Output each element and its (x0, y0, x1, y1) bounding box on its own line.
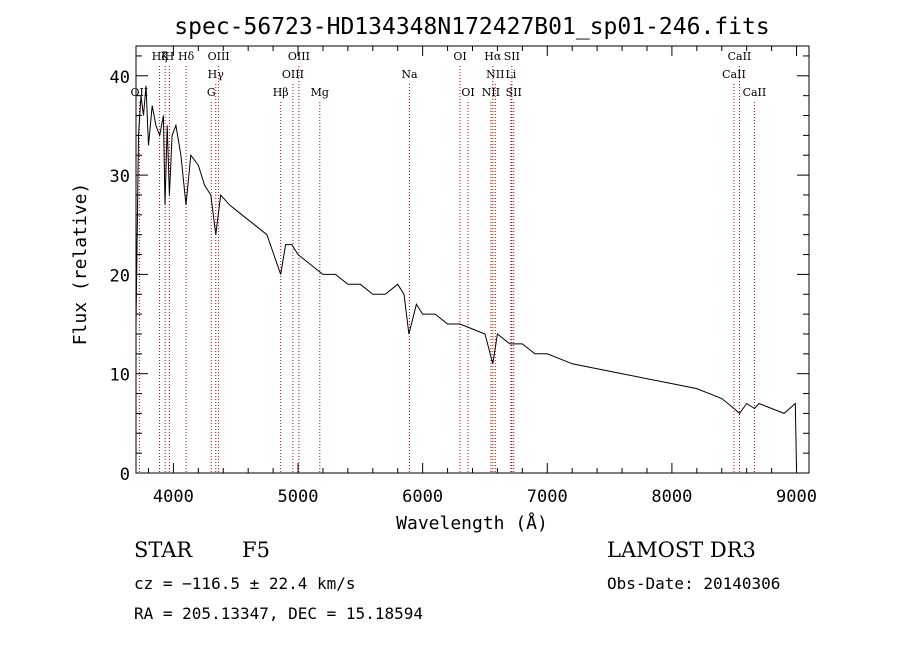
line-marker-label: Hζ (152, 50, 168, 63)
line-marker-label: OIII (288, 50, 310, 63)
line-marker-label: G (207, 86, 216, 99)
x-axis-label: Wavelength (Å) (396, 512, 548, 534)
line-marker-label: Hβ (273, 86, 289, 99)
line-marker-label: Li (505, 68, 516, 81)
line-marker-label: CaII (728, 50, 752, 63)
y-tick-label: 30 (110, 167, 130, 187)
y-tick-label: 10 (110, 366, 130, 386)
line-marker-label: K (161, 50, 170, 63)
line-marker-label: Mg (311, 86, 329, 99)
line-marker-label: SII (506, 86, 522, 99)
line-marker-label: OIII (282, 68, 304, 81)
line-marker-label: Hγ (208, 68, 225, 81)
x-tick-label: 7000 (527, 487, 568, 507)
line-marker-label: CaII (722, 68, 746, 81)
coordinates: RA = 205.13347, DEC = 15.18594 (134, 604, 423, 623)
line-marker-label: OI (461, 86, 474, 99)
chart-title: spec-56723-HD134348N172427B01_sp01-246.f… (174, 14, 769, 40)
observation-date: Obs-Date: 20140306 (607, 574, 781, 593)
line-marker-label: OI (453, 50, 466, 63)
x-tick-label: 9000 (776, 487, 817, 507)
line-marker-label: NII (486, 68, 504, 81)
line-marker-label: Hα (484, 50, 502, 63)
y-tick-label: 0 (120, 465, 130, 485)
y-tick-label: 40 (110, 68, 130, 88)
object-class: STAR (134, 538, 193, 562)
line-marker-label: H (165, 50, 175, 63)
y-tick-label: 20 (110, 266, 130, 286)
survey-name: LAMOST DR3 (607, 538, 756, 562)
y-axis-label: Flux (relative) (70, 183, 91, 346)
redshift-velocity: cz = −116.5 ± 22.4 km/s (134, 574, 356, 593)
line-marker-label: OII (131, 86, 149, 99)
x-tick-label: 5000 (278, 487, 319, 507)
plot-frame (135, 45, 810, 474)
line-marker-label: NII (482, 86, 500, 99)
line-marker-label: Na (401, 68, 418, 81)
x-tick-label: 6000 (402, 487, 443, 507)
line-marker-label: OIII (208, 50, 230, 63)
object-subclass: F5 (242, 538, 270, 562)
spectrum-line (135, 85, 797, 469)
line-marker-label: Hδ (178, 50, 195, 63)
x-tick-label: 4000 (153, 487, 194, 507)
line-marker-label: CaII (743, 86, 767, 99)
line-marker-label: SII (504, 50, 520, 63)
x-tick-label: 8000 (651, 487, 692, 507)
